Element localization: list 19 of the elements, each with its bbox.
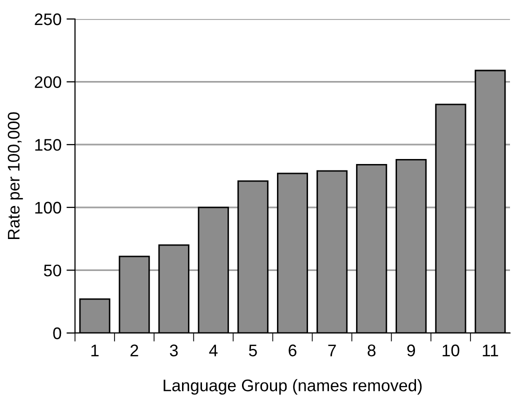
x-tick-label: 11	[482, 344, 498, 356]
x-tick-label: 6	[288, 344, 296, 356]
x-tick-label: 10	[442, 344, 460, 356]
x-tick-label: 5	[248, 344, 257, 356]
x-tick-label: 4	[209, 344, 218, 356]
y-tick-label: 50	[44, 264, 62, 276]
y-tick-label: 150	[35, 139, 62, 151]
y-tick-label: 100	[35, 202, 62, 214]
x-tick-label: 9	[407, 344, 415, 356]
x-axis-title: Language Group (names removed)	[164, 379, 422, 395]
y-tick-label: 0	[53, 327, 62, 340]
y-tick-label: 200	[34, 76, 62, 88]
x-tick-label: 3	[170, 344, 178, 356]
x-tick-label: 8	[368, 344, 376, 356]
x-tick-label: 7	[328, 344, 336, 356]
y-tick-label: 250	[34, 13, 62, 26]
x-tick-label: 2	[130, 344, 138, 356]
y-axis-title: Rate per 100,000	[8, 112, 23, 240]
x-tick-label: 1	[91, 344, 99, 356]
